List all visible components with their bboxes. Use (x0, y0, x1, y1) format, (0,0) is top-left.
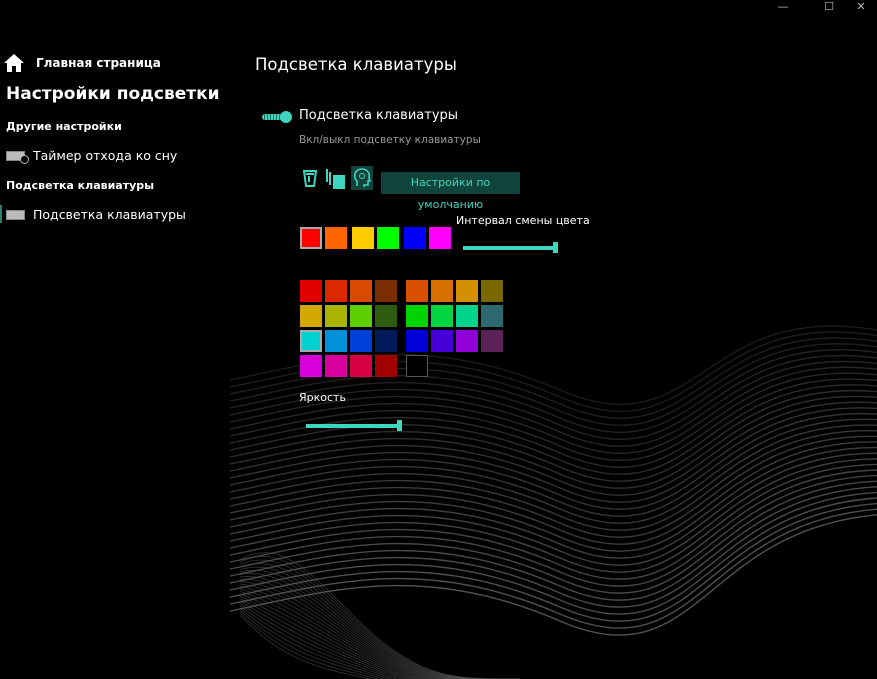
palette-color-swatch[interactable] (481, 330, 503, 352)
toggle-description: Вкл/выкл подсветку клавиатуры (299, 134, 481, 146)
cycle-color-swatch[interactable] (325, 227, 347, 249)
home-label: Главная страница (36, 56, 161, 70)
palette-color-swatch[interactable] (300, 355, 322, 377)
cycle-color-swatch[interactable] (404, 227, 426, 249)
palette-color-swatch[interactable] (350, 355, 372, 377)
layers-icon[interactable] (326, 168, 345, 190)
palette-color-swatch[interactable] (456, 305, 478, 327)
close-button[interactable]: ✕ (856, 0, 866, 13)
palette-color-swatch[interactable] (350, 330, 372, 352)
palette-color-swatch[interactable] (375, 330, 397, 352)
palette-color-swatch[interactable] (325, 330, 347, 352)
palette-color-swatch[interactable] (300, 305, 322, 327)
selected-indicator (0, 205, 2, 223)
palette-color-swatch[interactable] (300, 330, 322, 352)
cycle-color-swatch[interactable] (377, 227, 399, 249)
default-settings-button[interactable]: Настройки по умолчанию (381, 172, 520, 211)
head-icon[interactable] (351, 166, 373, 190)
palette-color-swatch[interactable] (406, 305, 428, 327)
section-keyboard-backlight: Подсветка клавиатуры (6, 179, 155, 192)
palette-color-swatch[interactable] (481, 280, 503, 302)
cycle-color-swatch[interactable] (352, 227, 374, 249)
palette-color-swatch[interactable] (456, 280, 478, 302)
cycle-color-swatch[interactable] (300, 227, 322, 249)
palette-color-swatch[interactable] (375, 305, 397, 327)
sidebar-item-keyboard-backlight[interactable]: Подсветка клавиатуры (6, 207, 186, 222)
palette-color-swatch[interactable] (406, 355, 428, 377)
palette-color-swatch[interactable] (350, 305, 372, 327)
minimize-button[interactable]: — (777, 0, 789, 13)
palette-color-swatch[interactable] (406, 280, 428, 302)
palette-color-swatch[interactable] (325, 280, 347, 302)
palette-color-swatch[interactable] (375, 355, 397, 377)
brightness-label: Яркость (299, 391, 346, 404)
palette-color-swatch[interactable] (431, 330, 453, 352)
palette-color-swatch[interactable] (481, 305, 503, 327)
palette-color-swatch[interactable] (431, 305, 453, 327)
paint-bucket-icon[interactable] (301, 168, 319, 190)
keyboard-timer-icon (6, 150, 29, 164)
brightness-slider[interactable] (306, 424, 401, 428)
sidebar-item-label: Таймер отхода ко сну (33, 148, 178, 163)
sidebar-heading: Настройки подсветки (6, 84, 220, 104)
maximize-button[interactable]: ☐ (824, 0, 834, 13)
interval-slider-thumb[interactable] (553, 242, 558, 253)
interval-label: Интервал смены цвета (456, 214, 590, 227)
sidebar-item-label: Подсветка клавиатуры (33, 207, 186, 222)
sidebar-item-sleep-timer[interactable]: Таймер отхода ко сну (6, 148, 178, 164)
cycle-color-swatch[interactable] (429, 227, 451, 249)
palette-color-swatch[interactable] (325, 355, 347, 377)
palette-color-swatch[interactable] (456, 330, 478, 352)
palette-color-swatch[interactable] (325, 305, 347, 327)
palette-color-swatch[interactable] (375, 280, 397, 302)
interval-slider[interactable] (463, 246, 556, 250)
page-title: Подсветка клавиатуры (255, 55, 457, 74)
palette-color-swatch[interactable] (406, 330, 428, 352)
backlight-toggle[interactable] (262, 111, 292, 123)
palette-color-swatch[interactable] (431, 280, 453, 302)
toggle-label: Подсветка клавиатуры (299, 108, 459, 123)
home-link[interactable]: Главная страница (4, 54, 161, 72)
section-other-settings: Другие настройки (6, 120, 122, 133)
palette-color-swatch[interactable] (300, 280, 322, 302)
brightness-slider-thumb[interactable] (397, 420, 402, 431)
keyboard-icon (6, 209, 25, 220)
home-icon (4, 54, 24, 72)
palette-color-swatch[interactable] (350, 280, 372, 302)
